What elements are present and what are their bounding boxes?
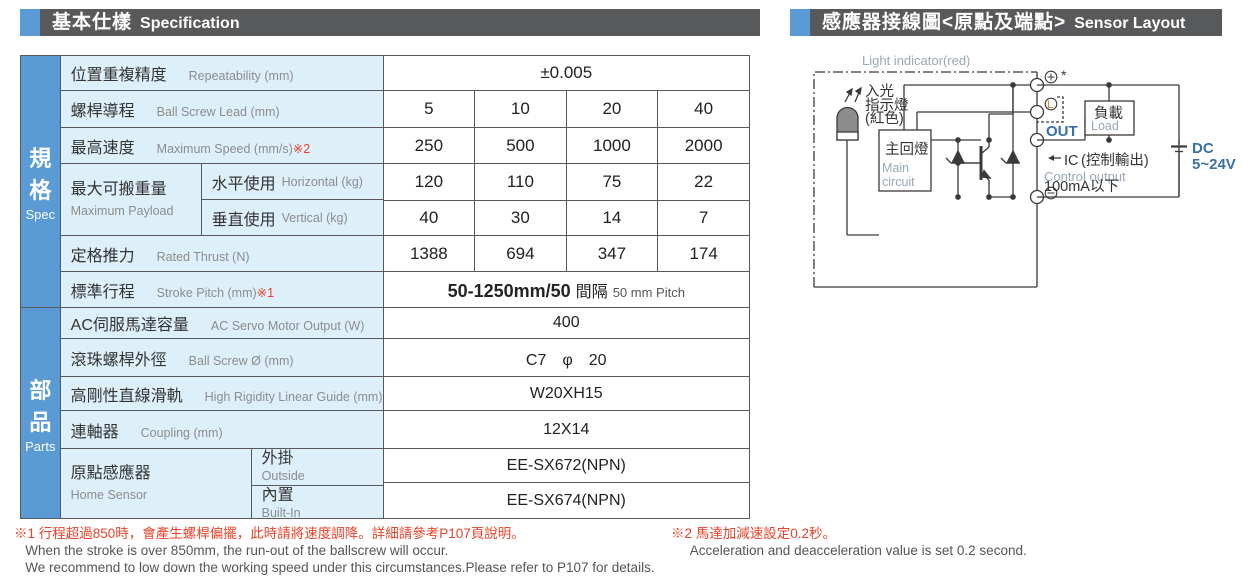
svg-text:100mA以下: 100mA以下 <box>1044 179 1119 195</box>
svg-text:主回燈: 主回燈 <box>885 141 929 158</box>
svg-text:circuit: circuit <box>882 175 915 189</box>
svg-text:OUT: OUT <box>1046 123 1078 140</box>
svg-text:Load: Load <box>1091 119 1119 133</box>
svg-text:(紅色): (紅色) <box>865 110 904 127</box>
svg-text:*: * <box>1061 67 1067 83</box>
svg-text:L: L <box>1047 99 1053 111</box>
svg-text:DC: DC <box>1192 140 1214 157</box>
svg-text:5~24V: 5~24V <box>1192 156 1236 173</box>
svg-text:Light indicator(red): Light indicator(red) <box>862 53 970 68</box>
svg-text:IC: IC <box>1064 153 1079 169</box>
svg-text:Main: Main <box>882 161 909 175</box>
svg-text:(控制輸出): (控制輸出) <box>1081 152 1149 169</box>
